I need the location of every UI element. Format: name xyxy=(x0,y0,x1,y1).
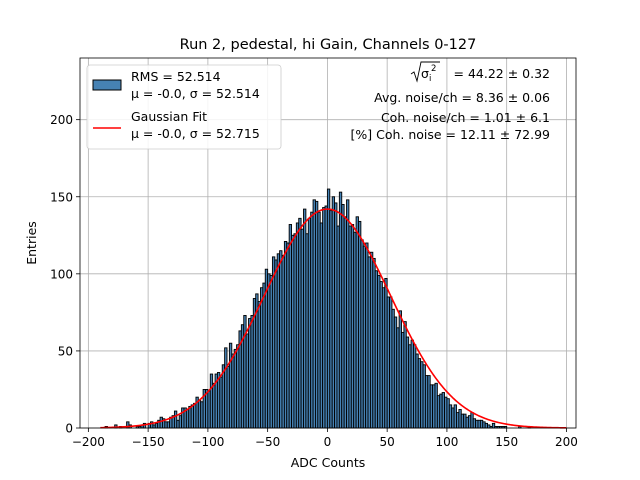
x-tick-label: 50 xyxy=(380,435,395,449)
x-tick-label: −50 xyxy=(255,435,280,449)
x-axis-label: ADC Counts xyxy=(291,455,366,470)
x-tick-label: −100 xyxy=(191,435,224,449)
chart-title: Run 2, pedestal, hi Gain, Channels 0-127 xyxy=(180,37,477,53)
x-tick-label: 100 xyxy=(435,435,458,449)
annotation-avg-noise: Avg. noise/ch = 8.36 ± 0.06 xyxy=(374,90,550,105)
y-tick-label: 150 xyxy=(50,190,73,204)
x-tick-label: 200 xyxy=(555,435,578,449)
legend-rms-line1: RMS = 52.514 xyxy=(131,69,221,84)
legend: RMS = 52.514 μ = -0.0, σ = 52.514 Gaussi… xyxy=(86,64,282,150)
gaussian-fit-curve xyxy=(100,208,567,429)
annotation-sigma-symbol: σ xyxy=(421,66,429,81)
y-tick-label: 50 xyxy=(58,344,73,358)
annotation-coh-noise-pct: [%] Coh. noise = 12.11 ± 72.99 xyxy=(350,127,550,142)
legend-rms-line2: μ = -0.0, σ = 52.514 xyxy=(131,86,260,101)
annotation-coh-noise: Coh. noise/ch = 1.01 ± 6.1 xyxy=(381,110,550,125)
x-tick-label: −150 xyxy=(132,435,165,449)
annotation-sigma-sub: i xyxy=(429,74,431,84)
legend-rms-patch xyxy=(92,79,122,91)
y-axis-label: Entries xyxy=(24,221,39,265)
histogram-bars xyxy=(104,188,532,429)
y-tick-label: 0 xyxy=(65,422,73,436)
x-axis-ticks: −200 −150 −100 −50 0 50 100 150 200 xyxy=(72,428,578,449)
x-tick-label: −200 xyxy=(72,435,105,449)
legend-fit-line1: Gaussian Fit xyxy=(131,109,207,124)
sqrt-radical xyxy=(410,61,440,83)
y-tick-label: 200 xyxy=(50,113,73,127)
noise-annotations: σi 2 = 44.22 ± 0.32 Avg. noise/ch = 8.36… xyxy=(350,61,550,142)
y-tick-label: 100 xyxy=(50,267,73,281)
x-tick-label: 150 xyxy=(495,435,518,449)
annotation-sigma-value: = 44.22 ± 0.32 xyxy=(454,66,550,81)
y-axis-ticks: 0 50 100 150 200 xyxy=(50,113,80,436)
x-tick-label: 0 xyxy=(324,435,332,449)
plot-frame xyxy=(79,57,577,429)
annotation-sigma: σi xyxy=(421,66,431,84)
annotation-sigma-sup: 2 xyxy=(431,64,436,74)
legend-frame xyxy=(86,64,282,150)
legend-fit-line2: μ = -0.0, σ = 52.715 xyxy=(131,126,260,141)
